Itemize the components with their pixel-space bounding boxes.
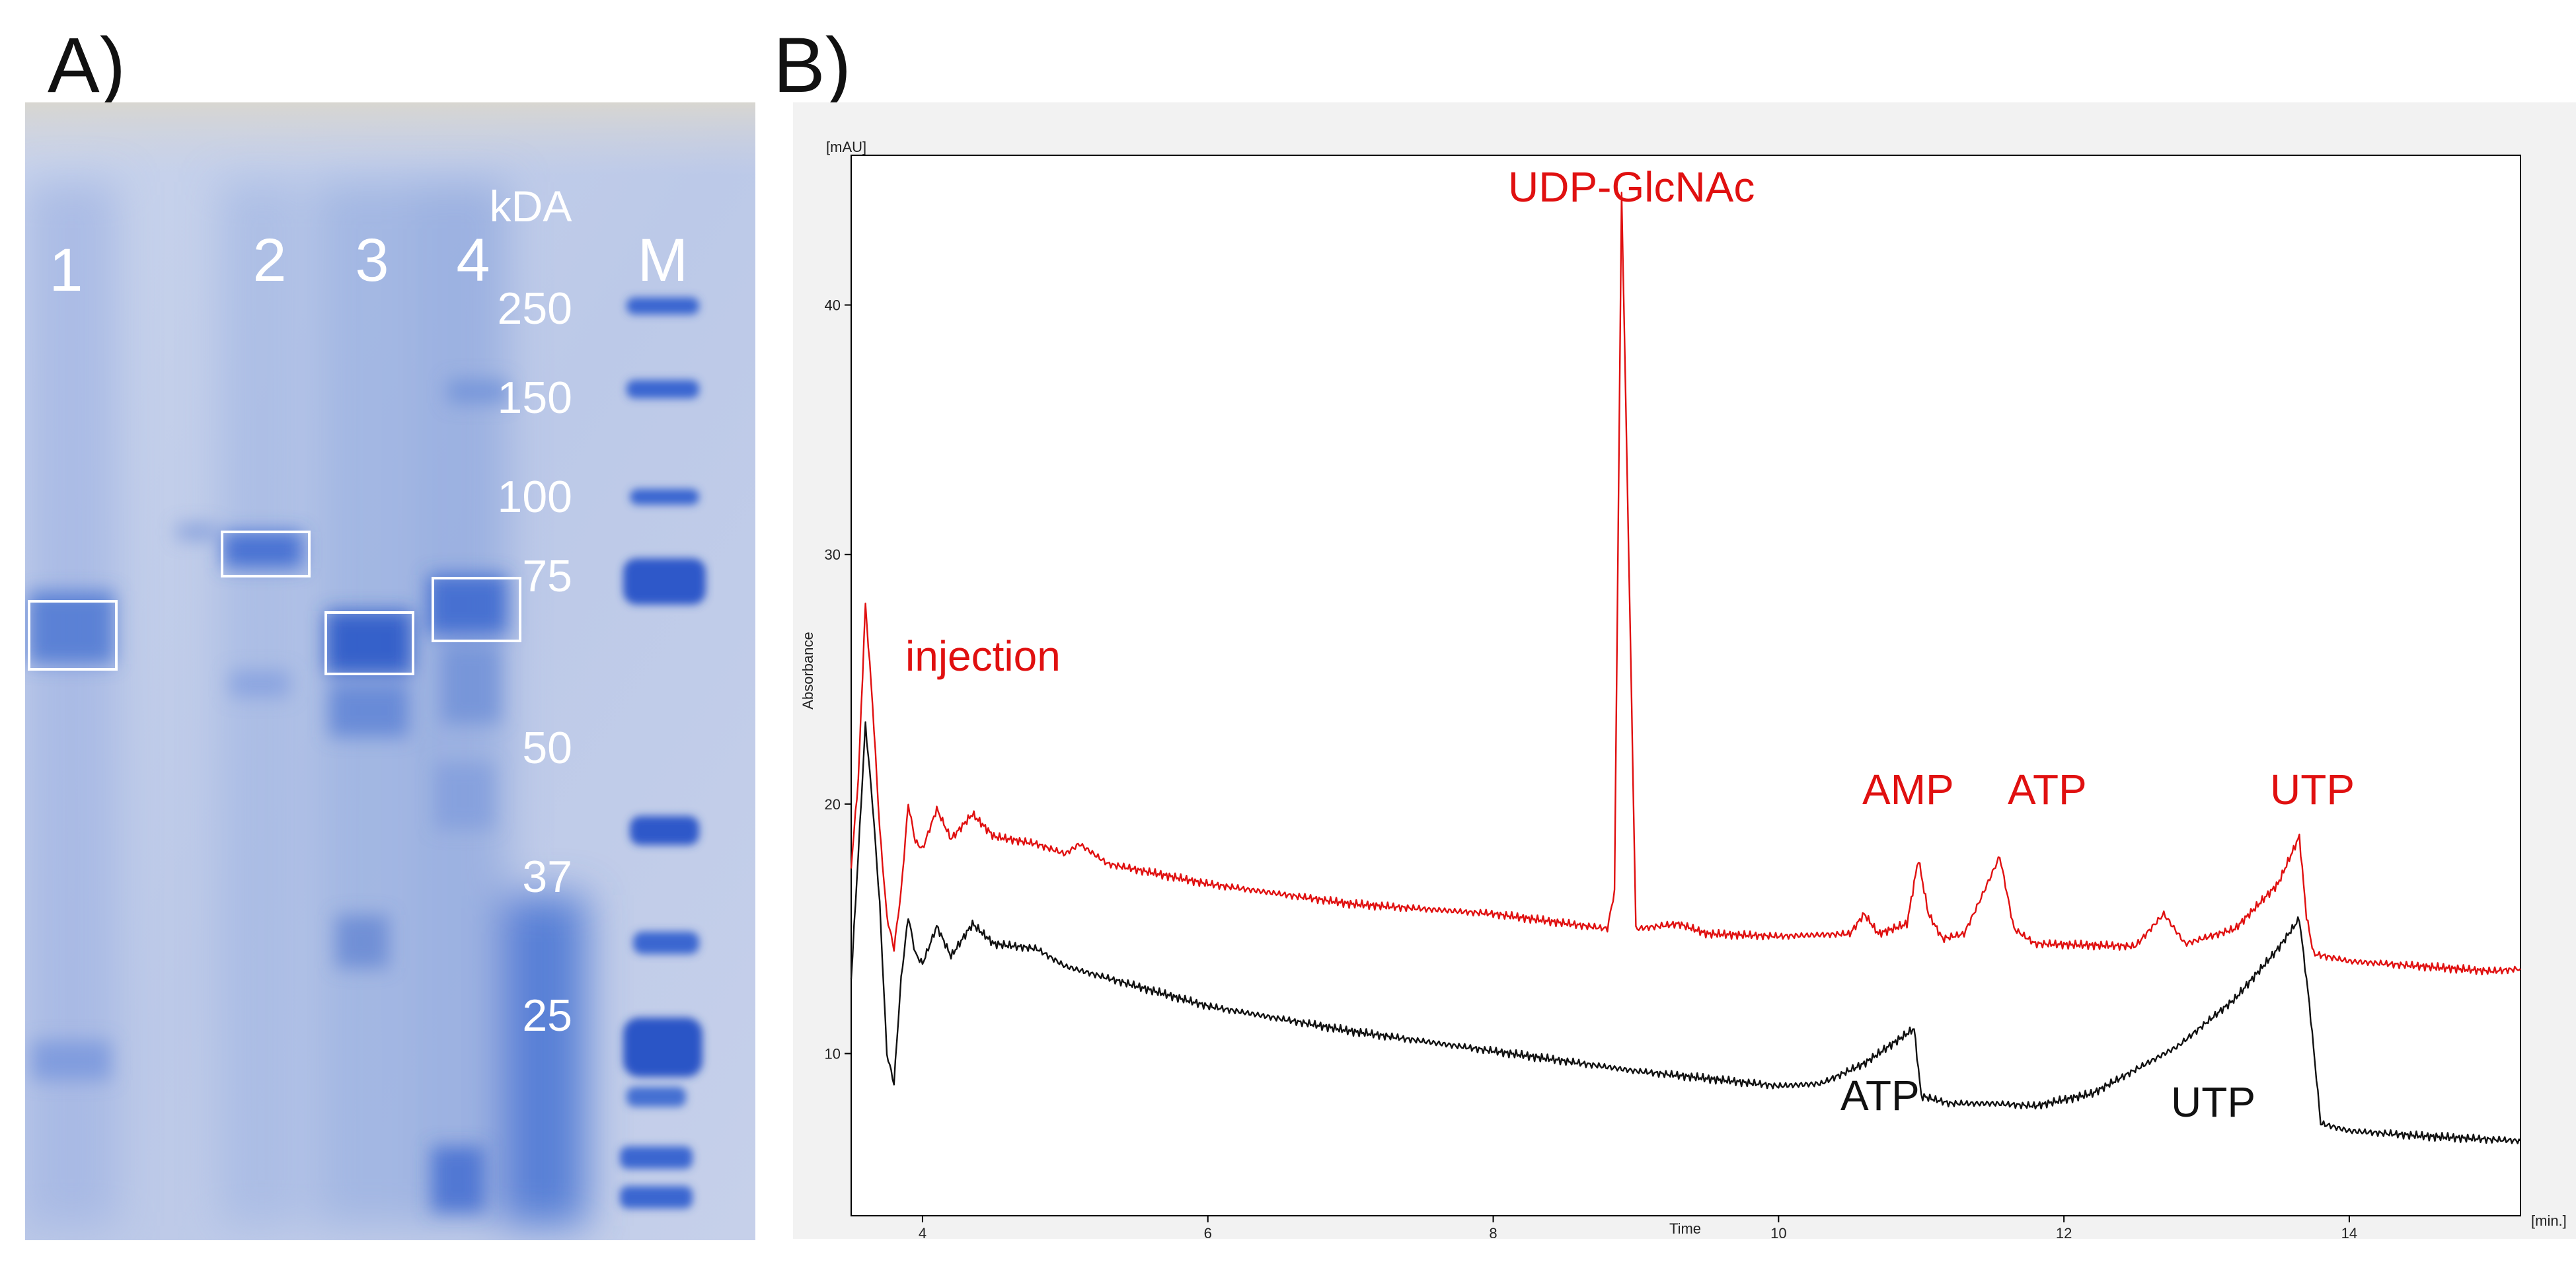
- highlight-box-lane-1: [28, 600, 118, 671]
- x-tick-label: 10: [1770, 1225, 1786, 1239]
- y-tick-label: 10: [825, 1046, 841, 1062]
- y-tick-label: 20: [825, 796, 841, 813]
- hplc-chromatogram: 4 6 8 10 12 14 10 20 30 40 [mAU] [min.] Time Abs…: [793, 102, 2576, 1239]
- series-lines: [850, 192, 2521, 1144]
- annotation-atp-red: ATP: [2008, 766, 2087, 813]
- x-tick-label: 6: [1204, 1225, 1212, 1239]
- gel-wells-area: [25, 102, 755, 175]
- lane-label-m: M: [638, 227, 689, 294]
- series-line-black: [850, 721, 2521, 1144]
- x-tick-label: 14: [2341, 1225, 2357, 1239]
- x-tick-label: 12: [2056, 1225, 2072, 1239]
- annotation-utp-black: UTP: [2171, 1078, 2255, 1126]
- annotation-utp-red: UTP: [2270, 766, 2355, 813]
- marker-ladder: [620, 297, 706, 1208]
- lane-label-4: 4: [456, 227, 490, 294]
- panel-b-label: B): [773, 22, 851, 109]
- x-tick-label: 4: [919, 1225, 927, 1239]
- marker-label-150: 150: [498, 373, 572, 423]
- y-unit-label: [mAU]: [826, 139, 866, 155]
- y-axis-title: Absorbance: [800, 632, 816, 709]
- plot-area: [851, 155, 2521, 1216]
- annotation-udp-glcnac: UDP-GlcNAc: [1508, 163, 1755, 211]
- lane-label-1: 1: [49, 237, 83, 304]
- x-axis-ticks: 4 6 8 10 12 14: [919, 1216, 2357, 1239]
- marker-label-250: 250: [498, 283, 572, 334]
- annotation-atp-black: ATP: [1840, 1072, 1920, 1119]
- lane-label-2: 2: [252, 227, 286, 294]
- sds-page-gel: 1 2 3 4 M kDA 250 150 100 75 50 37 25: [25, 102, 755, 1240]
- marker-label-25: 25: [522, 990, 572, 1041]
- kda-label: kDA: [490, 182, 572, 231]
- x-unit-label: [min.]: [2531, 1212, 2567, 1229]
- annotation-amp: AMP: [1862, 766, 1954, 813]
- y-tick-label: 30: [825, 546, 841, 563]
- x-axis-title: Time: [1669, 1220, 1701, 1237]
- marker-label-100: 100: [498, 472, 572, 522]
- panel-a-label: A): [48, 22, 126, 109]
- y-tick-label: 40: [825, 297, 841, 314]
- highlight-box-lane-2: [221, 531, 311, 577]
- marker-label-75: 75: [522, 551, 572, 601]
- highlight-box-lane-3: [324, 611, 414, 675]
- x-tick-label: 8: [1489, 1225, 1497, 1239]
- marker-label-50: 50: [522, 723, 572, 773]
- y-axis-ticks: 10 20 30 40: [825, 297, 851, 1062]
- highlight-box-lane-4: [432, 577, 521, 642]
- series-line-red: [850, 192, 2521, 976]
- lane-bands: [28, 380, 508, 1212]
- annotation-injection: injection: [905, 632, 1061, 680]
- lane-label-3: 3: [355, 227, 389, 294]
- marker-label-37: 37: [522, 852, 572, 902]
